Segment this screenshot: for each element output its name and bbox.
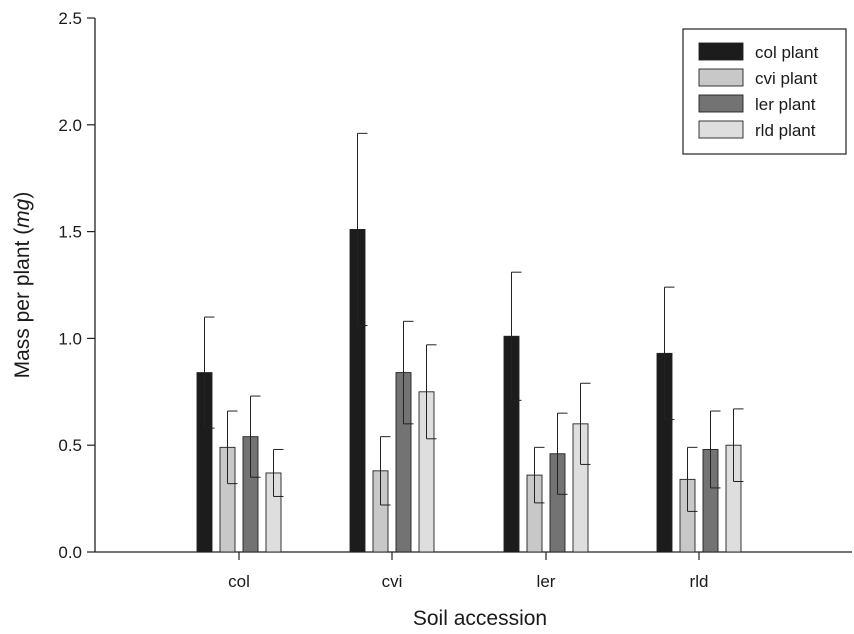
y-tick-label: 1.0	[58, 329, 82, 348]
legend-label: col plant	[755, 43, 819, 62]
y-tick-label: 1.5	[58, 223, 82, 242]
y-tick-label: 2.0	[58, 116, 82, 135]
y-tick-label: 0.5	[58, 436, 82, 455]
legend-swatch	[698, 68, 744, 87]
legend-swatch	[698, 42, 744, 61]
legend-swatch	[698, 120, 744, 139]
x-axis-label: Soil accession	[413, 607, 547, 630]
legend-label: ler plant	[755, 95, 816, 114]
x-tick-label: col	[228, 572, 250, 591]
legend-swatch	[698, 94, 744, 113]
y-axis-label: Mass per plant (mg)	[11, 192, 34, 379]
x-tick-label: rld	[690, 572, 709, 591]
y-tick-label: 2.5	[58, 9, 82, 28]
x-tick-label: cvi	[382, 572, 403, 591]
legend: col plant cvi plant ler plant rld plant	[682, 28, 847, 155]
bars	[196, 132, 744, 553]
legend-label: rld plant	[755, 121, 816, 140]
y-tick-label: 0.0	[58, 543, 82, 562]
x-tick-label: ler	[537, 572, 556, 591]
legend-label: cvi plant	[755, 69, 818, 88]
